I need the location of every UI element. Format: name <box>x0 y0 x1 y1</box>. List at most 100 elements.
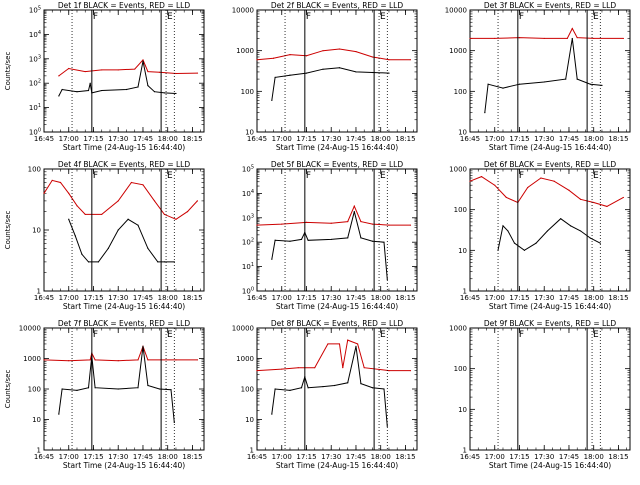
y-tick-label: 10000 <box>445 7 467 15</box>
plot-frame <box>469 327 631 451</box>
data-point <box>163 261 166 263</box>
detector-panel-1: Det 1f BLACK = Events, RED = LLD 100 101 10… <box>4 1 205 152</box>
y-tick-label: 103 <box>242 213 254 222</box>
x-tick-label: 16:45 <box>460 294 480 302</box>
data-point <box>170 389 172 391</box>
data-point <box>281 223 283 225</box>
lld-series-line <box>256 339 411 372</box>
data-point <box>87 261 90 263</box>
x-tick-label: 17:15 <box>296 135 316 143</box>
data-point <box>87 89 90 92</box>
data-point <box>360 220 362 223</box>
x-tick-label: 17:00 <box>485 453 505 461</box>
x-tick-label: 16:45 <box>460 135 480 143</box>
data-point <box>157 261 159 263</box>
data-point <box>540 177 542 179</box>
data-point <box>186 211 189 213</box>
data-point <box>94 359 96 361</box>
detector-panel-9: Det 9f BLACK = Events, RED = LLD 1 10 100 10… <box>449 319 631 470</box>
data-point <box>76 205 78 207</box>
data-point <box>338 48 341 50</box>
data-point <box>330 222 332 224</box>
data-point <box>137 224 139 226</box>
data-point <box>101 213 103 216</box>
y-tick-label: 102 <box>29 79 41 88</box>
data-point <box>125 88 128 91</box>
data-point <box>196 200 199 202</box>
panel-title: Det 7f BLACK = Events, RED = LLD <box>58 319 191 328</box>
x-tick-label: 16:45 <box>34 294 54 302</box>
data-point <box>576 36 578 39</box>
data-point <box>134 68 136 70</box>
data-point <box>518 36 521 39</box>
x-tick-label: 16:45 <box>34 135 54 143</box>
y-tick-label: 100 <box>241 386 254 394</box>
x-tick-label: 18:00 <box>584 135 604 143</box>
y-tick-label: 1000 <box>449 325 467 333</box>
y-tick-label: 100 <box>241 88 254 96</box>
events-series-line <box>68 218 175 263</box>
y-tick-label: 1 <box>37 288 41 296</box>
data-point <box>107 247 109 249</box>
events-series-line <box>271 67 390 101</box>
data-point <box>51 179 53 182</box>
x-tick-label: 17:15 <box>296 294 316 302</box>
time-marker-label: F <box>519 171 524 181</box>
plot-frame <box>43 168 205 292</box>
data-point <box>137 86 139 88</box>
y-tick-label: 10000 <box>232 325 254 333</box>
x-tick-label: 17:30 <box>108 294 128 302</box>
data-point <box>297 367 299 369</box>
x-tick-label: 17:45 <box>133 294 153 302</box>
y-tick-label: 104 <box>29 30 41 39</box>
data-point <box>494 184 496 186</box>
data-point <box>117 69 119 71</box>
x-tick-label: 17:45 <box>559 294 579 302</box>
panel-title: Det 6f BLACK = Events, RED = LLD <box>484 160 617 169</box>
x-tick-label: 17:30 <box>534 294 554 302</box>
data-point <box>142 59 144 61</box>
data-point <box>388 370 390 372</box>
x-tick-label: 18:00 <box>371 453 391 461</box>
x-tick-label: 17:45 <box>133 453 153 461</box>
data-point <box>543 37 545 40</box>
data-point <box>543 81 545 83</box>
y-tick-label: 100 <box>242 287 254 296</box>
x-tick-label: 18:15 <box>395 135 415 143</box>
data-point <box>43 359 45 361</box>
data-point <box>314 367 316 369</box>
data-point <box>571 27 573 30</box>
time-marker-label: E <box>380 330 386 340</box>
time-marker-label: F <box>306 171 311 181</box>
data-point <box>353 210 355 213</box>
x-tick-label: 16:45 <box>247 453 267 461</box>
lld-series-line <box>256 204 411 226</box>
y-tick-label: 10000 <box>232 7 254 15</box>
y-tick-label: 1 <box>463 447 467 455</box>
data-point <box>494 37 496 40</box>
y-tick-label: 105 <box>29 6 41 15</box>
data-point <box>606 205 608 208</box>
data-point <box>196 359 199 361</box>
data-point <box>502 87 504 89</box>
detector-panel-6: Det 6f BLACK = Events, RED = LLD 1 10 100 10… <box>449 160 631 311</box>
y-tick-label: 1000 <box>449 47 467 55</box>
time-marker-label: F <box>93 12 98 22</box>
time-marker-label: E <box>380 171 386 181</box>
detector-panel-2: Det 2f BLACK = Events, RED = LLD 10 100 100… <box>232 1 418 152</box>
data-point <box>568 189 570 191</box>
data-point <box>271 413 273 415</box>
plot-frame <box>256 327 418 451</box>
plot-frame <box>43 9 205 133</box>
data-point <box>307 387 309 389</box>
y-tick-label: 100 <box>454 365 467 373</box>
data-point <box>330 238 332 241</box>
data-point <box>127 218 129 220</box>
plot-frame <box>256 9 418 133</box>
y-tick-label: 100 <box>29 128 41 137</box>
x-tick-label: 17:00 <box>59 294 79 302</box>
x-tick-label: 17:00 <box>59 453 79 461</box>
y-tick-label: 10 <box>245 129 254 137</box>
data-point <box>579 198 582 200</box>
